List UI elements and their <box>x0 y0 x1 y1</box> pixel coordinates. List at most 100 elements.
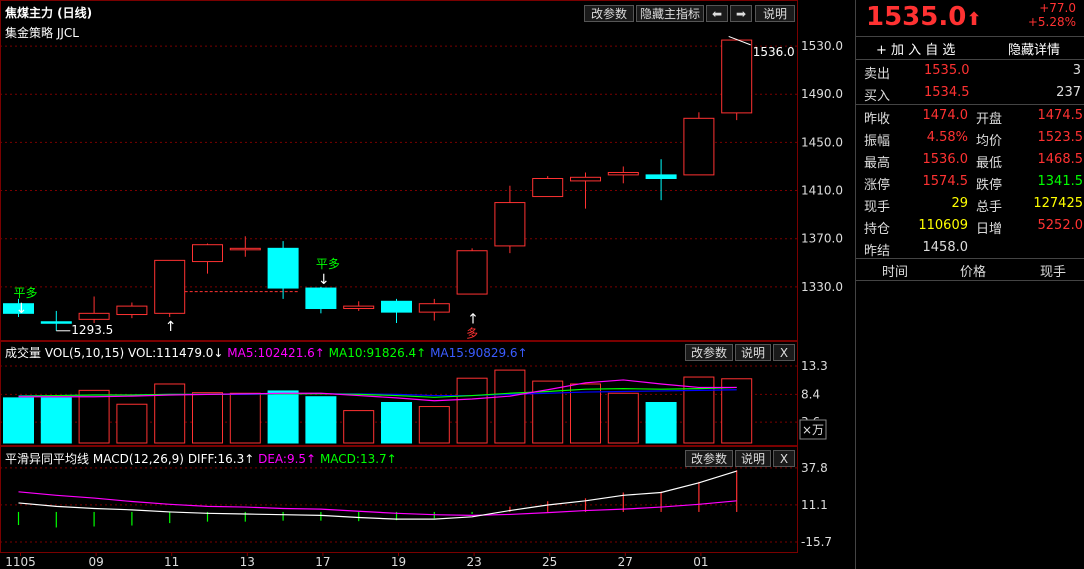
quote-stat-row: 持仓 110609 日增 5252.0 <box>856 215 1084 237</box>
stat-label: 涨停 <box>864 178 891 193</box>
panel-frame <box>0 341 798 446</box>
stat-value: 1458.0 <box>922 240 969 255</box>
volume-title: 成交量 <box>5 346 42 360</box>
volume-bar <box>607 392 639 444</box>
quote-stat-row: 最高 1536.0 最低 1468.5 <box>856 149 1084 171</box>
stat-label: 振幅 <box>864 134 891 149</box>
change-value: +77.0 <box>1039 1 1076 15</box>
volume-params-button[interactable]: 改参数 <box>685 344 733 361</box>
candle <box>305 287 337 310</box>
candle <box>3 303 34 314</box>
volume-bar <box>3 397 34 444</box>
scroll-left-icon[interactable]: ⬅ <box>706 5 728 22</box>
hide-detail-button[interactable]: 隐藏详情 <box>1008 43 1061 58</box>
stat-label: 昨结 <box>864 244 891 259</box>
unit-box <box>799 419 827 440</box>
candle <box>607 171 639 176</box>
low-price-label: 1293.5 <box>71 323 113 337</box>
stat-value: 1341.5 <box>1037 174 1084 189</box>
x-tick-label: 11 <box>164 555 179 569</box>
candle <box>645 174 677 179</box>
y-tick-label: 1370.0 <box>801 232 843 246</box>
y-tick-label: 1530.0 <box>801 39 843 53</box>
candle <box>570 176 601 182</box>
stat-label: 最高 <box>864 156 891 171</box>
volume-bar <box>645 402 677 444</box>
y-tick-label: 11.1 <box>801 498 828 512</box>
change-info: +77.0 +5.28% <box>1028 1 1076 29</box>
volume-bar <box>116 403 148 444</box>
macd-diff: DIFF:16.3↑ <box>187 452 255 466</box>
macd-legend: 平滑异同平均线 MACD(12,26,9) DIFF:16.3↑ DEA:9.5… <box>5 450 397 467</box>
stat-value: 1474.5 <box>1037 108 1084 123</box>
candle <box>532 178 564 198</box>
volume-params: VOL(5,10,15) <box>44 346 125 360</box>
sell-qty: 3 <box>1072 63 1081 78</box>
high-price-label: 1536.0 <box>753 45 795 59</box>
high-price-pointer <box>728 35 751 46</box>
volume-ma5: MA5:102421.6↑ <box>227 346 325 360</box>
macd-params-button[interactable]: 改参数 <box>685 450 733 467</box>
macd-help-button[interactable]: 说明 <box>735 450 771 467</box>
scroll-right-icon[interactable]: ➡ <box>730 5 752 22</box>
macd-title: 平滑异同平均线 <box>5 452 90 466</box>
buy-row: 买入 1534.5 237 <box>856 82 1084 104</box>
stat-label: 跌停 <box>976 178 1003 193</box>
sell-row: 卖出 1535.0 3 <box>856 60 1084 82</box>
x-tick-label: 09 <box>88 555 103 569</box>
volume-bar <box>570 383 601 444</box>
volume-help-button[interactable]: 说明 <box>735 344 771 361</box>
stat-label: 最低 <box>976 156 1003 171</box>
tick-column-header: 价格 <box>960 265 987 280</box>
volume-ma5-line <box>18 379 737 402</box>
volume-bar <box>456 377 488 444</box>
candle <box>229 247 261 251</box>
signal-up-arrow-icon: ↑ <box>467 312 479 328</box>
candle <box>116 305 148 316</box>
candle <box>267 247 299 289</box>
stat-value: 110609 <box>918 218 968 233</box>
volume-unit-label: ×万 <box>802 423 824 437</box>
y-tick-label: 1330.0 <box>801 280 843 294</box>
stat-label: 均价 <box>976 134 1003 149</box>
candle <box>154 259 186 314</box>
buy-label: 买入 <box>864 89 891 104</box>
chart-canvas: 1530.0 1490.0 1450.0 1410.0 1370.0 1330.0 1293… <box>0 0 843 569</box>
hide-main-indicator-button[interactable]: 隐藏主指标 <box>636 5 704 22</box>
stat-value: 1574.5 <box>922 174 969 189</box>
volume-bar <box>494 369 526 444</box>
macd-diff-line <box>18 470 737 520</box>
volume-bar <box>40 397 72 444</box>
signal-flat-long-label: 平多 <box>316 257 340 271</box>
x-tick-label: 01 <box>693 555 708 569</box>
signal-long-label: 多 <box>466 327 478 341</box>
quote-stat-row: 昨收 1474.0 开盘 1474.5 <box>856 105 1084 127</box>
volume-close-icon[interactable]: X <box>773 344 795 361</box>
signal-down-arrow-icon: ↓ <box>16 301 28 317</box>
volume-bar <box>721 378 753 444</box>
help-button[interactable]: 说明 <box>755 5 795 22</box>
volume-bar <box>229 392 261 444</box>
volume-bar <box>192 392 223 444</box>
macd-params: MACD(12,26,9) <box>92 452 184 466</box>
candle <box>343 305 375 310</box>
x-tick-label: 25 <box>542 555 557 569</box>
signal-up-arrow-icon: ↑ <box>165 319 177 335</box>
buy-qty: 237 <box>1056 85 1081 100</box>
change-params-button[interactable]: 改参数 <box>584 5 634 22</box>
tick-column-header: 现手 <box>1040 265 1067 280</box>
volume-bar <box>305 396 337 444</box>
candle <box>721 39 753 114</box>
tick-column-header: 时间 <box>882 265 909 280</box>
y-tick-label: 37.8 <box>801 461 828 475</box>
add-watchlist-button[interactable]: + 加 入 自 选 <box>876 43 956 58</box>
macd-close-icon[interactable]: X <box>773 450 795 467</box>
quote-stat-row: 振幅 4.58% 均价 1523.5 <box>856 127 1084 149</box>
y-tick-label: 1410.0 <box>801 184 843 198</box>
stat-label: 总手 <box>976 200 1003 215</box>
x-tick-label: 27 <box>618 555 633 569</box>
signal-flat-long-label: 平多 <box>14 286 38 300</box>
x-tick-label: 13 <box>240 555 255 569</box>
candle <box>78 312 110 320</box>
y-tick-label: -15.7 <box>801 535 832 549</box>
